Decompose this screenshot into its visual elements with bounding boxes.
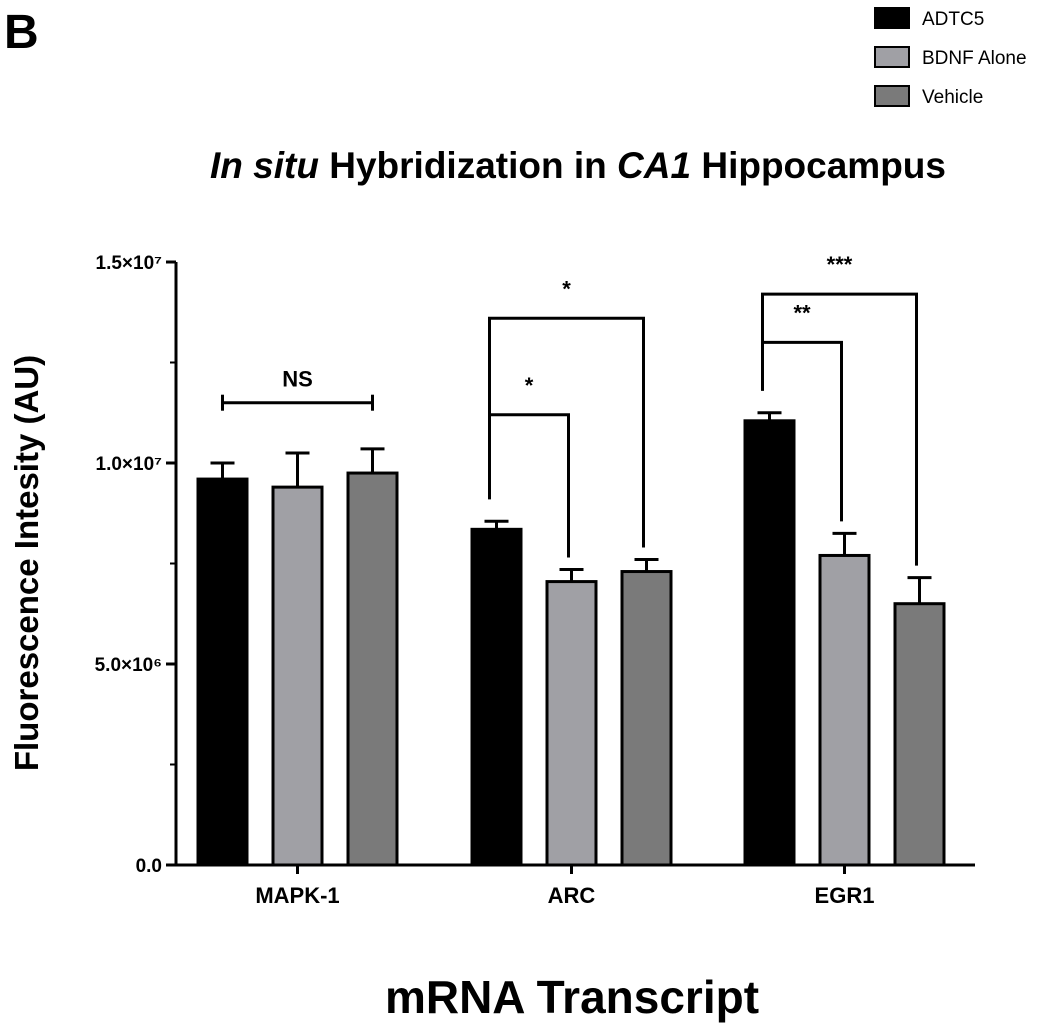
legend-swatch <box>874 85 910 107</box>
x-tick-label: EGR1 <box>815 883 875 908</box>
y-tick-label: 1.5×10⁷ <box>96 253 163 274</box>
x-tick-label: MAPK-1 <box>255 883 339 908</box>
legend-label: BDNF Alone <box>922 48 1027 69</box>
x-axis-label: mRNA Transcript <box>385 971 759 1023</box>
x-tick-label: ARC <box>548 883 596 908</box>
significance-label: *** <box>827 252 853 277</box>
significance-label: ** <box>793 300 811 325</box>
legend: ADTC5 BDNF Alone Vehicle <box>874 7 1027 108</box>
panel-label: B <box>4 6 39 59</box>
bar <box>893 602 946 867</box>
bars <box>196 411 946 867</box>
significance-label: NS <box>282 367 313 392</box>
bracket-line <box>761 292 918 566</box>
legend-label: ADTC5 <box>922 9 984 30</box>
bar <box>818 553 871 867</box>
y-tick-label: 1.0×10⁷ <box>96 454 163 475</box>
significance-annotations: NS ******* <box>221 252 918 566</box>
bar <box>346 471 399 867</box>
bar <box>470 527 523 867</box>
chart-title: In situ Hybridization in CA1 Hippocampus <box>210 145 946 186</box>
bar <box>196 477 249 867</box>
bar <box>620 570 673 867</box>
legend-swatch <box>874 46 910 68</box>
bar <box>545 580 598 867</box>
bar <box>271 485 324 867</box>
significance-label: * <box>525 373 534 398</box>
bracket-line <box>488 316 645 548</box>
legend-swatch <box>874 7 910 29</box>
y-axis-label: Fluorescence Intesity (AU) <box>8 355 45 771</box>
y-tick-label: 0.0 <box>136 856 162 877</box>
bar <box>743 419 796 867</box>
significance-label: * <box>562 276 571 301</box>
legend-label: Vehicle <box>922 87 983 108</box>
y-tick-label: 5.0×10⁶ <box>95 655 162 676</box>
